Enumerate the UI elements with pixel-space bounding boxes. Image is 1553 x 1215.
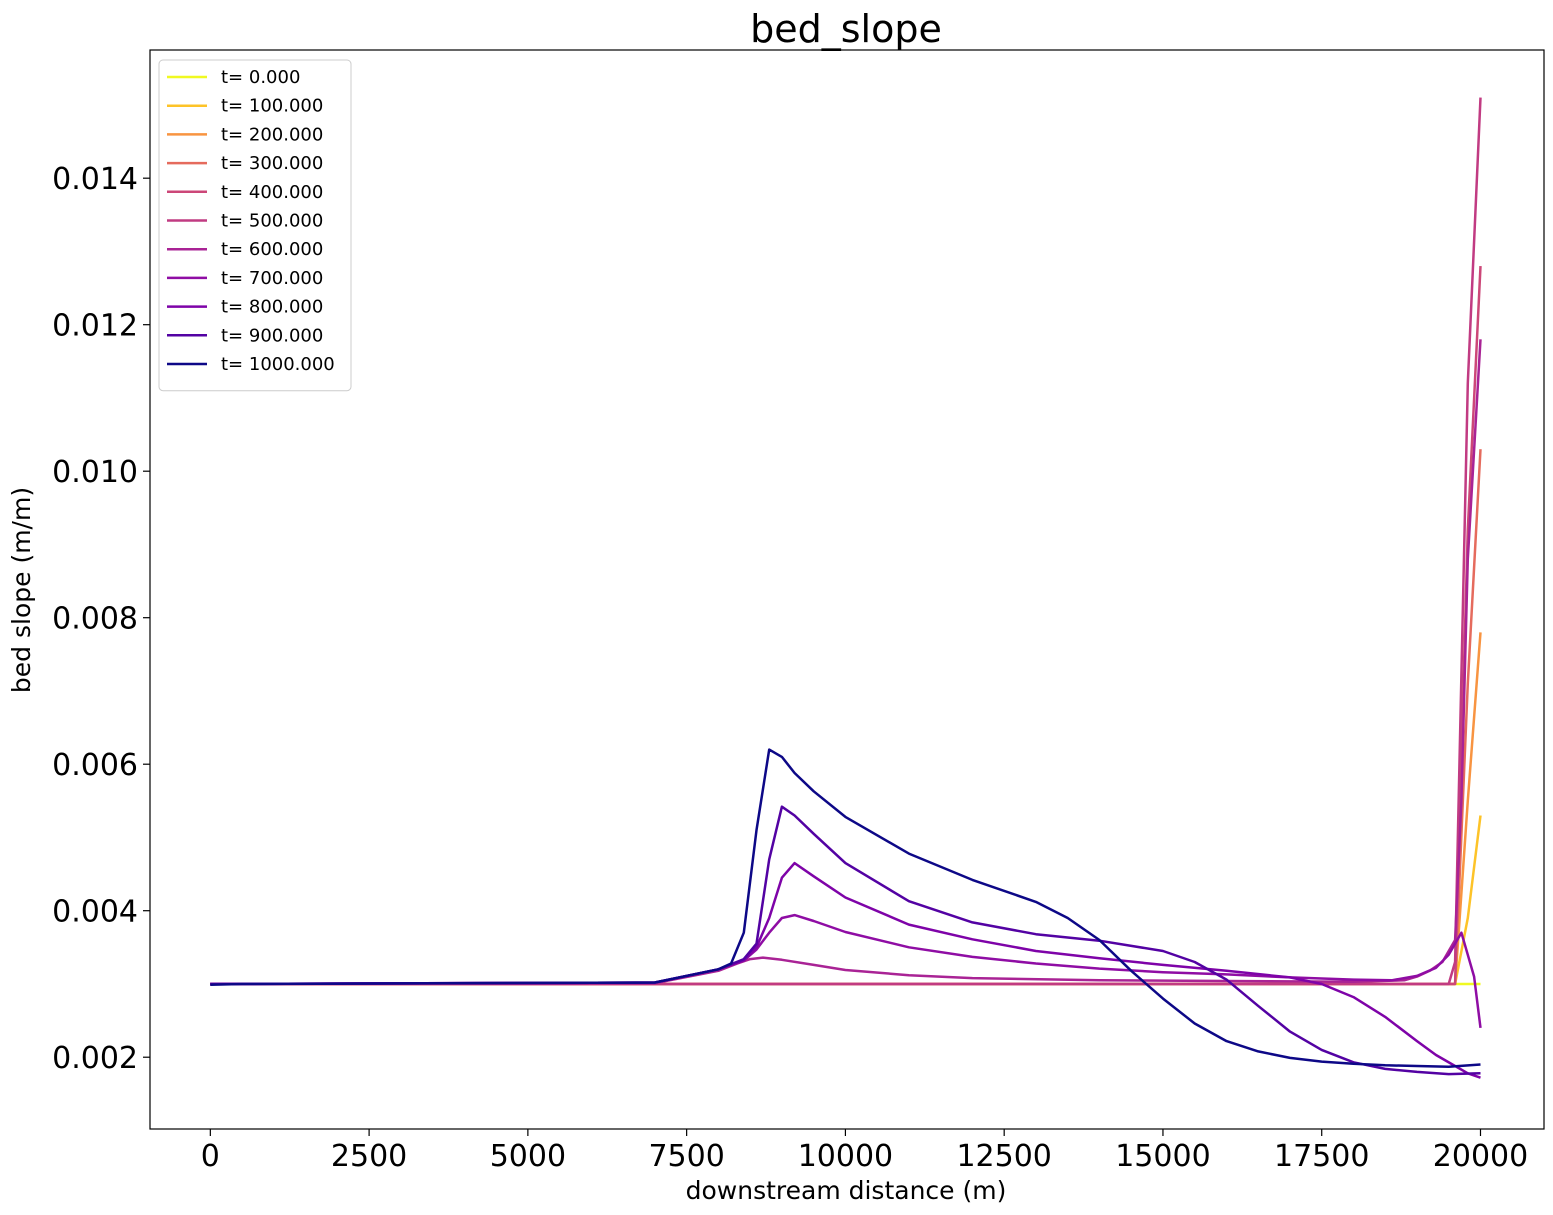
legend-entry: t= 600.000 xyxy=(221,239,323,260)
legend-entry: t= 300.000 xyxy=(221,153,323,174)
legend-entry: t= 900.000 xyxy=(221,325,323,346)
legend-entry: t= 500.000 xyxy=(221,211,323,232)
x-axis-label: downstream distance (m) xyxy=(686,1176,1007,1205)
x-tick-label: 15000 xyxy=(1115,1139,1210,1174)
x-tick-label: 2500 xyxy=(331,1139,407,1174)
legend-entry: t= 0.000 xyxy=(221,67,300,88)
series-line-10 xyxy=(210,748,1481,1068)
legend-entry: t= 800.000 xyxy=(221,297,323,318)
x-tick-label: 17500 xyxy=(1274,1139,1369,1174)
series-line-5 xyxy=(210,97,1482,986)
x-tick-label: 10000 xyxy=(798,1139,893,1174)
chart-title: bed_slope xyxy=(750,7,942,51)
y-tick-label: 0.002 xyxy=(52,1041,138,1076)
x-axis-ticks: 0 2500 5000 7500 10000 12500 15000 17500 20000 xyxy=(201,1129,1528,1174)
legend-entry: t= 200.000 xyxy=(221,124,323,145)
y-tick-label: 0.014 xyxy=(52,162,138,197)
series-lines xyxy=(210,97,1482,1079)
legend-entry: t= 100.000 xyxy=(221,96,323,117)
y-axis-label: bed slope (m/m) xyxy=(7,487,36,693)
legend-entry: t= 700.000 xyxy=(221,268,323,289)
plot-area xyxy=(149,49,1545,1130)
legend: t= 0.000 t= 100.000 t= 200.000 t= 300.000 t=… xyxy=(158,59,352,392)
axes-frame xyxy=(149,49,1545,1130)
y-tick-label: 0.008 xyxy=(52,602,138,637)
series-line-7 xyxy=(210,913,1482,1029)
series-line-8 xyxy=(210,861,1481,1079)
x-tick-label: 5000 xyxy=(490,1139,566,1174)
y-tick-label: 0.006 xyxy=(52,748,138,783)
x-tick-label: 20000 xyxy=(1433,1139,1528,1174)
y-tick-label: 0.004 xyxy=(52,895,138,930)
x-tick-label: 7500 xyxy=(648,1139,724,1174)
legend-entry: t= 400.000 xyxy=(221,182,323,203)
legend-box xyxy=(158,59,352,392)
series-line-9 xyxy=(210,805,1481,1076)
y-axis-ticks: 0.002 0.004 0.006 0.008 0.010 0.012 0.014 xyxy=(52,162,150,1076)
legend-entry: t= 1000.000 xyxy=(221,354,335,375)
x-tick-label: 12500 xyxy=(956,1139,1051,1174)
x-tick-label: 0 xyxy=(201,1139,220,1174)
y-tick-label: 0.012 xyxy=(52,309,138,344)
y-tick-label: 0.010 xyxy=(52,455,138,490)
